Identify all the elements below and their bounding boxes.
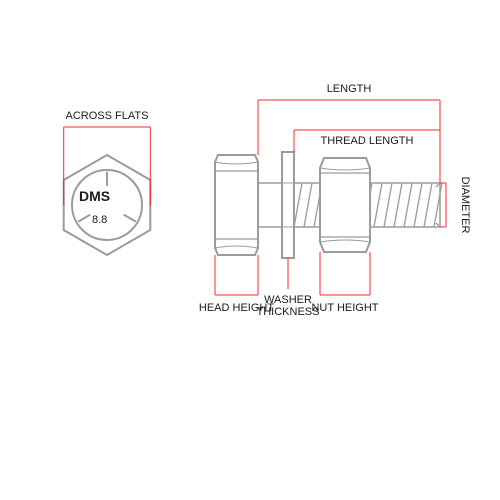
svg-text:DIAMETER: DIAMETER: [459, 177, 471, 234]
svg-text:LENGTH: LENGTH: [327, 83, 372, 95]
svg-text:NUT HEIGHT: NUT HEIGHT: [311, 302, 378, 314]
svg-text:8.8: 8.8: [92, 214, 107, 226]
svg-text:THICKNESS: THICKNESS: [257, 306, 320, 318]
svg-text:ACROSS FLATS: ACROSS FLATS: [66, 110, 149, 122]
svg-text:WASHER: WASHER: [264, 294, 312, 306]
svg-text:DMS: DMS: [79, 188, 110, 204]
bolt-diagram: DMS 8.8 ACROSS FLATS LENGTH THREAD LENGTH DIA…: [0, 0, 500, 500]
svg-text:THREAD LENGTH: THREAD LENGTH: [321, 135, 414, 147]
